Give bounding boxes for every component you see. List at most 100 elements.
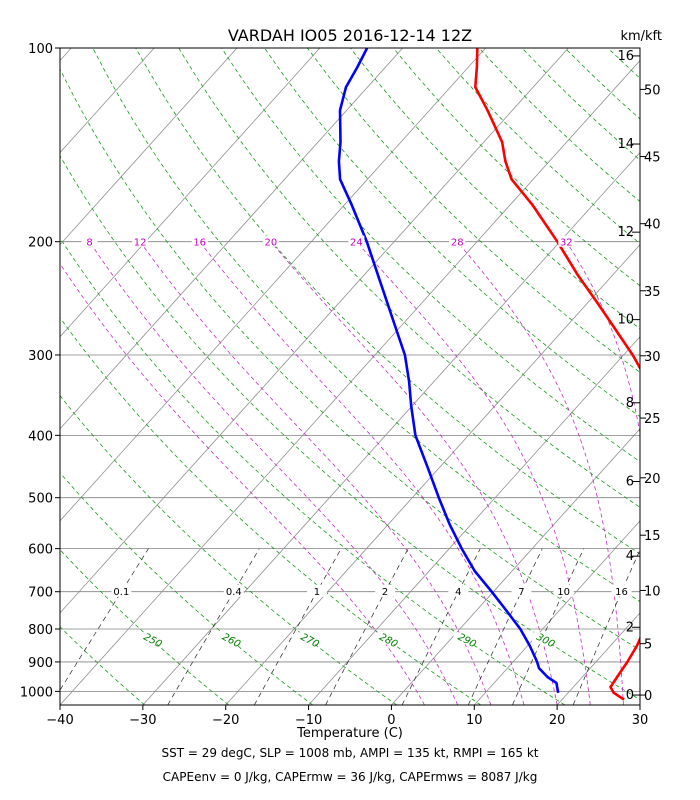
label-bg xyxy=(132,235,149,247)
km-tick-label: 6 xyxy=(626,474,634,489)
mixing-ratio-label: 0.4 xyxy=(226,587,242,598)
pressure-tick-label: 300 xyxy=(28,349,53,364)
temperature-tick-label: 20 xyxy=(549,713,566,728)
mixing-ratio-label: 2 xyxy=(382,587,388,598)
plot-frame xyxy=(59,47,641,706)
kft-tick-label: 45 xyxy=(644,151,661,166)
km-tick-label: 16 xyxy=(617,49,634,64)
isotherm xyxy=(60,48,486,522)
temperature-profile xyxy=(474,48,640,701)
mixing-ratio-line xyxy=(325,548,409,705)
temperature-tick-label: −40 xyxy=(46,713,73,728)
km-tick-label: 2 xyxy=(626,620,634,635)
label-bg xyxy=(306,584,327,597)
dry-adiabat xyxy=(435,48,640,244)
mixing-ratio-label: 10 xyxy=(557,587,570,598)
moist-adiabat-label: 20 xyxy=(264,238,277,249)
mixing-ratio-label: 4 xyxy=(455,587,461,598)
moist-adiabat xyxy=(667,242,697,705)
km-tick-label: 14 xyxy=(617,137,634,152)
mixing-ratio-line xyxy=(512,548,585,705)
pressure-tick-label: 900 xyxy=(28,656,53,671)
temperature-tick-label: 30 xyxy=(632,713,649,728)
temperature-tick-label: 10 xyxy=(466,713,483,728)
dry-adiabat xyxy=(60,68,640,651)
pressure-tick-label: 700 xyxy=(28,586,53,601)
label-bg xyxy=(611,584,632,597)
right-axis-label: km/kft xyxy=(620,29,662,44)
mixing-ratio-line xyxy=(467,548,543,705)
label-bg xyxy=(375,632,400,645)
moist-adiabat-label: 24 xyxy=(350,238,363,249)
pressure-tick-label: 800 xyxy=(28,623,53,638)
label-bg xyxy=(262,235,279,247)
dewpoint-profile xyxy=(337,48,560,694)
mixing-ratio-label: 1 xyxy=(314,587,320,598)
profile-lines xyxy=(337,48,640,701)
dry-adiabat xyxy=(60,237,566,705)
dry-adiabat xyxy=(60,394,397,705)
moist-adiabat xyxy=(139,241,492,705)
label-bg xyxy=(375,584,396,597)
moist-adiabat-label: 32 xyxy=(560,238,573,249)
footer-line-2: CAPEenv = 0 J/kg, CAPErmw = 36 J/kg, CAP… xyxy=(163,770,538,784)
km-tick-label: 4 xyxy=(626,549,634,564)
dry-adiabat xyxy=(135,48,640,555)
km-tick-label: 10 xyxy=(617,313,634,328)
moist-adiabat-label: 28 xyxy=(451,238,464,249)
dry-adiabat xyxy=(264,48,640,418)
isobars xyxy=(60,48,640,692)
label-bg xyxy=(453,632,478,645)
km-tick-label: 12 xyxy=(617,225,634,240)
moist-adiabat xyxy=(89,241,459,705)
moist-adiabat-label: 8 xyxy=(86,238,92,249)
chart-title: VARDAH IO05 2016-12-14 12Z xyxy=(228,26,472,45)
kft-tick-label: 25 xyxy=(644,412,661,427)
pressure-tick-label: 600 xyxy=(28,543,53,558)
label-bg xyxy=(511,584,532,597)
kft-tick-label: 5 xyxy=(644,638,652,653)
isotherm xyxy=(60,48,238,246)
mixing-ratio-label: 16 xyxy=(615,587,628,598)
km-tick-label: 0 xyxy=(626,688,634,703)
isotherm xyxy=(60,48,321,338)
dry-adiabat xyxy=(60,626,145,705)
temperature-tick-label: −20 xyxy=(212,713,239,728)
dry-adiabat xyxy=(60,703,61,705)
pressure-tick-label: 500 xyxy=(28,492,53,507)
kft-tick-label: 30 xyxy=(644,350,661,365)
temperature-tick-label: −10 xyxy=(295,713,322,728)
pressure-tick-label: 400 xyxy=(28,429,53,444)
mixing-ratio-lines xyxy=(60,548,640,705)
dry-adiabat xyxy=(92,48,640,602)
isotherm xyxy=(60,48,404,430)
label-bg xyxy=(139,632,164,645)
mixing-ratio-line xyxy=(167,548,260,705)
moist-adiabat xyxy=(60,262,425,705)
kft-tick-label: 15 xyxy=(644,529,661,544)
mixing-ratio-line xyxy=(60,548,149,691)
mixing-ratio-label: 0.1 xyxy=(113,587,129,598)
dry-adiabat xyxy=(349,48,640,330)
label-bg xyxy=(111,584,132,597)
isotherm xyxy=(60,59,640,705)
moist-adiabat xyxy=(565,241,640,436)
dry-adiabats xyxy=(60,48,640,705)
temperature-tick-label: −30 xyxy=(129,713,156,728)
dry-adiabat xyxy=(521,48,640,161)
pressure-tick-label: 100 xyxy=(28,42,53,57)
isotherm xyxy=(308,336,640,705)
dry-adiabat xyxy=(60,548,229,705)
moist-adiabat xyxy=(356,241,591,705)
label-bg xyxy=(553,584,574,597)
background-lines xyxy=(60,48,697,705)
moist-adiabat-label: 12 xyxy=(134,238,147,249)
label-bg xyxy=(296,632,321,645)
x-axis-label: Temperature (C) xyxy=(296,726,403,741)
isotherm xyxy=(60,48,72,62)
isotherm xyxy=(639,704,640,705)
mixing-ratio-line xyxy=(401,548,481,705)
kft-tick-label: 20 xyxy=(644,472,661,487)
label-bg xyxy=(448,584,469,597)
